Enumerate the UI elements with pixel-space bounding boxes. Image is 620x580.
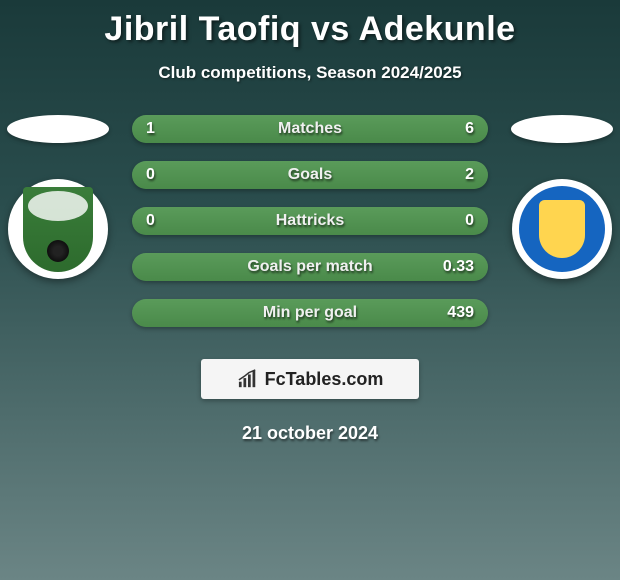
- team-right-column: [512, 115, 612, 279]
- stat-right-value: 0: [465, 212, 474, 230]
- stat-label: Matches: [278, 120, 342, 138]
- brand-label: FcTables.com: [265, 369, 384, 390]
- stat-label: Min per goal: [263, 304, 357, 322]
- team-right-badge: [512, 179, 612, 279]
- stat-row-hattricks: 0 Hattricks 0: [132, 207, 488, 235]
- stat-right-value: 2: [465, 166, 474, 184]
- stat-label: Goals per match: [247, 258, 372, 276]
- stats-list: 1 Matches 6 0 Goals 2 0 Hattricks 0 Goal…: [132, 115, 488, 327]
- flag-left: [7, 115, 109, 143]
- stat-right-value: 439: [447, 304, 474, 322]
- date-label: 21 october 2024: [0, 423, 620, 444]
- flag-right: [511, 115, 613, 143]
- chart-icon: [237, 369, 259, 389]
- stat-left-value: 1: [146, 120, 155, 138]
- stat-left-value: 0: [146, 212, 155, 230]
- shield-icon: [539, 200, 585, 258]
- stat-row-min-per-goal: Min per goal 439: [132, 299, 488, 327]
- circle-icon: [519, 186, 605, 272]
- stat-label: Hattricks: [276, 212, 344, 230]
- shield-icon: [23, 187, 93, 272]
- stat-row-goals-per-match: Goals per match 0.33: [132, 253, 488, 281]
- team-left-column: [8, 115, 108, 279]
- subtitle: Club competitions, Season 2024/2025: [0, 63, 620, 83]
- stat-row-goals: 0 Goals 2: [132, 161, 488, 189]
- stat-label: Goals: [288, 166, 332, 184]
- stat-right-value: 0.33: [443, 258, 474, 276]
- team-left-badge: [8, 179, 108, 279]
- stat-row-matches: 1 Matches 6: [132, 115, 488, 143]
- stat-left-value: 0: [146, 166, 155, 184]
- brand-box: FcTables.com: [201, 359, 419, 399]
- stat-right-value: 6: [465, 120, 474, 138]
- page-title: Jibril Taofiq vs Adekunle: [0, 10, 620, 49]
